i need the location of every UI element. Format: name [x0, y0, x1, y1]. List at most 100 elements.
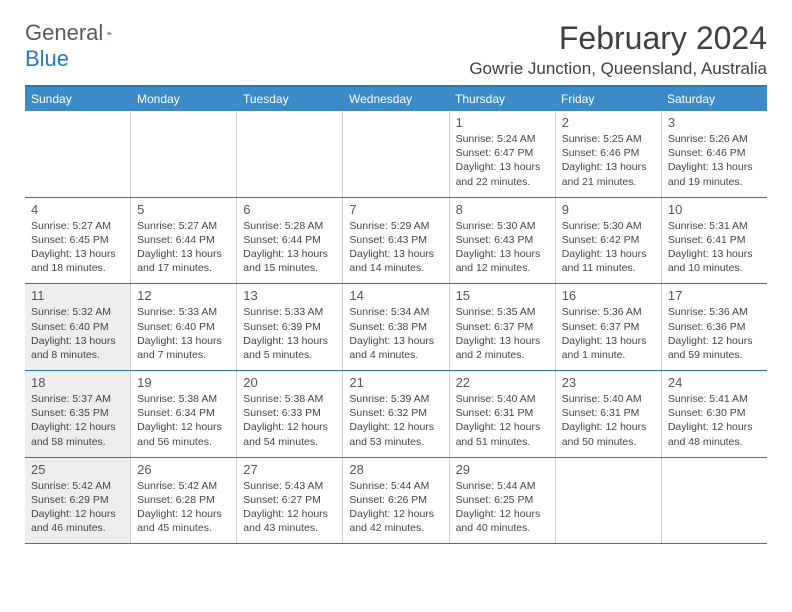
week-row: 25Sunrise: 5:42 AMSunset: 6:29 PMDayligh… [25, 458, 767, 545]
week-row: 4Sunrise: 5:27 AMSunset: 6:45 PMDaylight… [25, 198, 767, 285]
day-cell: 26 Sunrise: 5:42 AMSunset: 6:28 PMDayligh… [131, 458, 237, 544]
week-row: 1 Sunrise: 5:24 AMSunset: 6:47 PMDaylight… [25, 111, 767, 198]
day-number: 23 [562, 375, 655, 390]
day-cell: 23 Sunrise: 5:40 AMSunset: 6:31 PMDayligh… [556, 371, 662, 457]
day-header-monday: Monday [131, 87, 237, 111]
day-info: Sunrise: 5:31 AMSunset: 6:41 PMDaylight:… [668, 219, 761, 276]
week-row: 18 Sunrise: 5:37 AMSunset: 6:35 PMDayligh… [25, 371, 767, 458]
day-cell: 7 Sunrise: 5:29 AMSunset: 6:43 PMDaylight… [343, 198, 449, 284]
title-block: February 2024 Gowrie Junction, Queenslan… [469, 20, 767, 79]
day-cell: 28 Sunrise: 5:44 AMSunset: 6:26 PMDayligh… [343, 458, 449, 544]
day-cell: 21 Sunrise: 5:39 AMSunset: 6:32 PMDayligh… [343, 371, 449, 457]
day-number: 19 [137, 375, 230, 390]
day-info: Sunrise: 5:30 AMSunset: 6:43 PMDaylight:… [456, 219, 549, 276]
day-cell: 24Sunrise: 5:41 AMSunset: 6:30 PMDayligh… [662, 371, 767, 457]
day-number: 6 [243, 202, 336, 217]
day-info: Sunrise: 5:43 AMSunset: 6:27 PMDaylight:… [243, 479, 336, 536]
empty-cell [131, 111, 237, 197]
day-info: Sunrise: 5:42 AMSunset: 6:28 PMDaylight:… [137, 479, 230, 536]
day-cell: 27 Sunrise: 5:43 AMSunset: 6:27 PMDayligh… [237, 458, 343, 544]
day-info: Sunrise: 5:27 AMSunset: 6:45 PMDaylight:… [31, 219, 124, 276]
day-cell: 6 Sunrise: 5:28 AMSunset: 6:44 PMDaylight… [237, 198, 343, 284]
day-cell: 19 Sunrise: 5:38 AMSunset: 6:34 PMDayligh… [131, 371, 237, 457]
day-number: 25 [31, 462, 124, 477]
day-number: 5 [137, 202, 230, 217]
day-cell: 11Sunrise: 5:32 AMSunset: 6:40 PMDayligh… [25, 284, 131, 370]
day-header-saturday: Saturday [661, 87, 767, 111]
day-info: Sunrise: 5:26 AMSunset: 6:46 PMDaylight:… [668, 132, 761, 189]
day-cell: 22 Sunrise: 5:40 AMSunset: 6:31 PMDayligh… [450, 371, 556, 457]
day-cell: 14 Sunrise: 5:34 AMSunset: 6:38 PMDayligh… [343, 284, 449, 370]
day-number: 3 [668, 115, 761, 130]
day-cell: 4Sunrise: 5:27 AMSunset: 6:45 PMDaylight… [25, 198, 131, 284]
logo-text-blue: Blue [25, 46, 69, 71]
header: General February 2024 Gowrie Junction, Q… [25, 20, 767, 79]
day-info: Sunrise: 5:32 AMSunset: 6:40 PMDaylight:… [31, 305, 124, 362]
day-cell: 16Sunrise: 5:36 AMSunset: 6:37 PMDayligh… [556, 284, 662, 370]
day-info: Sunrise: 5:44 AMSunset: 6:26 PMDaylight:… [349, 479, 442, 536]
day-number: 26 [137, 462, 230, 477]
day-cell: 17 Sunrise: 5:36 AMSunset: 6:36 PMDayligh… [662, 284, 767, 370]
day-cell: 5Sunrise: 5:27 AMSunset: 6:44 PMDaylight… [131, 198, 237, 284]
day-cell: 12Sunrise: 5:33 AMSunset: 6:40 PMDayligh… [131, 284, 237, 370]
day-number: 28 [349, 462, 442, 477]
day-header-sunday: Sunday [25, 87, 131, 111]
day-cell: 20 Sunrise: 5:38 AMSunset: 6:33 PMDayligh… [237, 371, 343, 457]
day-header-tuesday: Tuesday [237, 87, 343, 111]
day-cell: 15 Sunrise: 5:35 AMSunset: 6:37 PMDayligh… [450, 284, 556, 370]
day-cell: 8 Sunrise: 5:30 AMSunset: 6:43 PMDaylight… [450, 198, 556, 284]
day-number: 17 [668, 288, 761, 303]
day-info: Sunrise: 5:28 AMSunset: 6:44 PMDaylight:… [243, 219, 336, 276]
day-number: 2 [562, 115, 655, 130]
day-number: 13 [243, 288, 336, 303]
day-info: Sunrise: 5:39 AMSunset: 6:32 PMDaylight:… [349, 392, 442, 449]
day-info: Sunrise: 5:41 AMSunset: 6:30 PMDaylight:… [668, 392, 761, 449]
day-info: Sunrise: 5:44 AMSunset: 6:25 PMDaylight:… [456, 479, 549, 536]
day-number: 22 [456, 375, 549, 390]
day-header-thursday: Thursday [449, 87, 555, 111]
day-number: 8 [456, 202, 549, 217]
day-info: Sunrise: 5:38 AMSunset: 6:34 PMDaylight:… [137, 392, 230, 449]
day-info: Sunrise: 5:35 AMSunset: 6:37 PMDaylight:… [456, 305, 549, 362]
day-info: Sunrise: 5:29 AMSunset: 6:43 PMDaylight:… [349, 219, 442, 276]
day-header-friday: Friday [555, 87, 661, 111]
day-number: 29 [456, 462, 549, 477]
day-cell: 9Sunrise: 5:30 AMSunset: 6:42 PMDaylight… [556, 198, 662, 284]
day-cell: 18 Sunrise: 5:37 AMSunset: 6:35 PMDayligh… [25, 371, 131, 457]
day-info: Sunrise: 5:25 AMSunset: 6:46 PMDaylight:… [562, 132, 655, 189]
day-cell: 2 Sunrise: 5:25 AMSunset: 6:46 PMDaylight… [556, 111, 662, 197]
month-title: February 2024 [469, 20, 767, 57]
day-number: 21 [349, 375, 442, 390]
day-cell: 13 Sunrise: 5:33 AMSunset: 6:39 PMDayligh… [237, 284, 343, 370]
day-cell: 10Sunrise: 5:31 AMSunset: 6:41 PMDayligh… [662, 198, 767, 284]
day-info: Sunrise: 5:36 AMSunset: 6:36 PMDaylight:… [668, 305, 761, 362]
day-cell: 29 Sunrise: 5:44 AMSunset: 6:25 PMDayligh… [450, 458, 556, 544]
day-cell: 3 Sunrise: 5:26 AMSunset: 6:46 PMDaylight… [662, 111, 767, 197]
day-info: Sunrise: 5:40 AMSunset: 6:31 PMDaylight:… [456, 392, 549, 449]
day-number: 27 [243, 462, 336, 477]
day-number: 18 [31, 375, 124, 390]
day-number: 1 [456, 115, 549, 130]
location: Gowrie Junction, Queensland, Australia [469, 59, 767, 79]
day-headers-row: SundayMondayTuesdayWednesdayThursdayFrid… [25, 87, 767, 111]
day-number: 16 [562, 288, 655, 303]
day-info: Sunrise: 5:40 AMSunset: 6:31 PMDaylight:… [562, 392, 655, 449]
day-number: 9 [562, 202, 655, 217]
day-header-wednesday: Wednesday [343, 87, 449, 111]
day-number: 15 [456, 288, 549, 303]
day-info: Sunrise: 5:33 AMSunset: 6:39 PMDaylight:… [243, 305, 336, 362]
logo-sail-icon [107, 23, 112, 43]
day-info: Sunrise: 5:34 AMSunset: 6:38 PMDaylight:… [349, 305, 442, 362]
day-number: 20 [243, 375, 336, 390]
day-info: Sunrise: 5:37 AMSunset: 6:35 PMDaylight:… [31, 392, 124, 449]
day-number: 14 [349, 288, 442, 303]
week-row: 11Sunrise: 5:32 AMSunset: 6:40 PMDayligh… [25, 284, 767, 371]
empty-cell [343, 111, 449, 197]
day-info: Sunrise: 5:24 AMSunset: 6:47 PMDaylight:… [456, 132, 549, 189]
day-cell: 25Sunrise: 5:42 AMSunset: 6:29 PMDayligh… [25, 458, 131, 544]
day-cell: 1 Sunrise: 5:24 AMSunset: 6:47 PMDaylight… [450, 111, 556, 197]
day-info: Sunrise: 5:38 AMSunset: 6:33 PMDaylight:… [243, 392, 336, 449]
day-number: 7 [349, 202, 442, 217]
day-number: 12 [137, 288, 230, 303]
logo: General [25, 20, 135, 46]
